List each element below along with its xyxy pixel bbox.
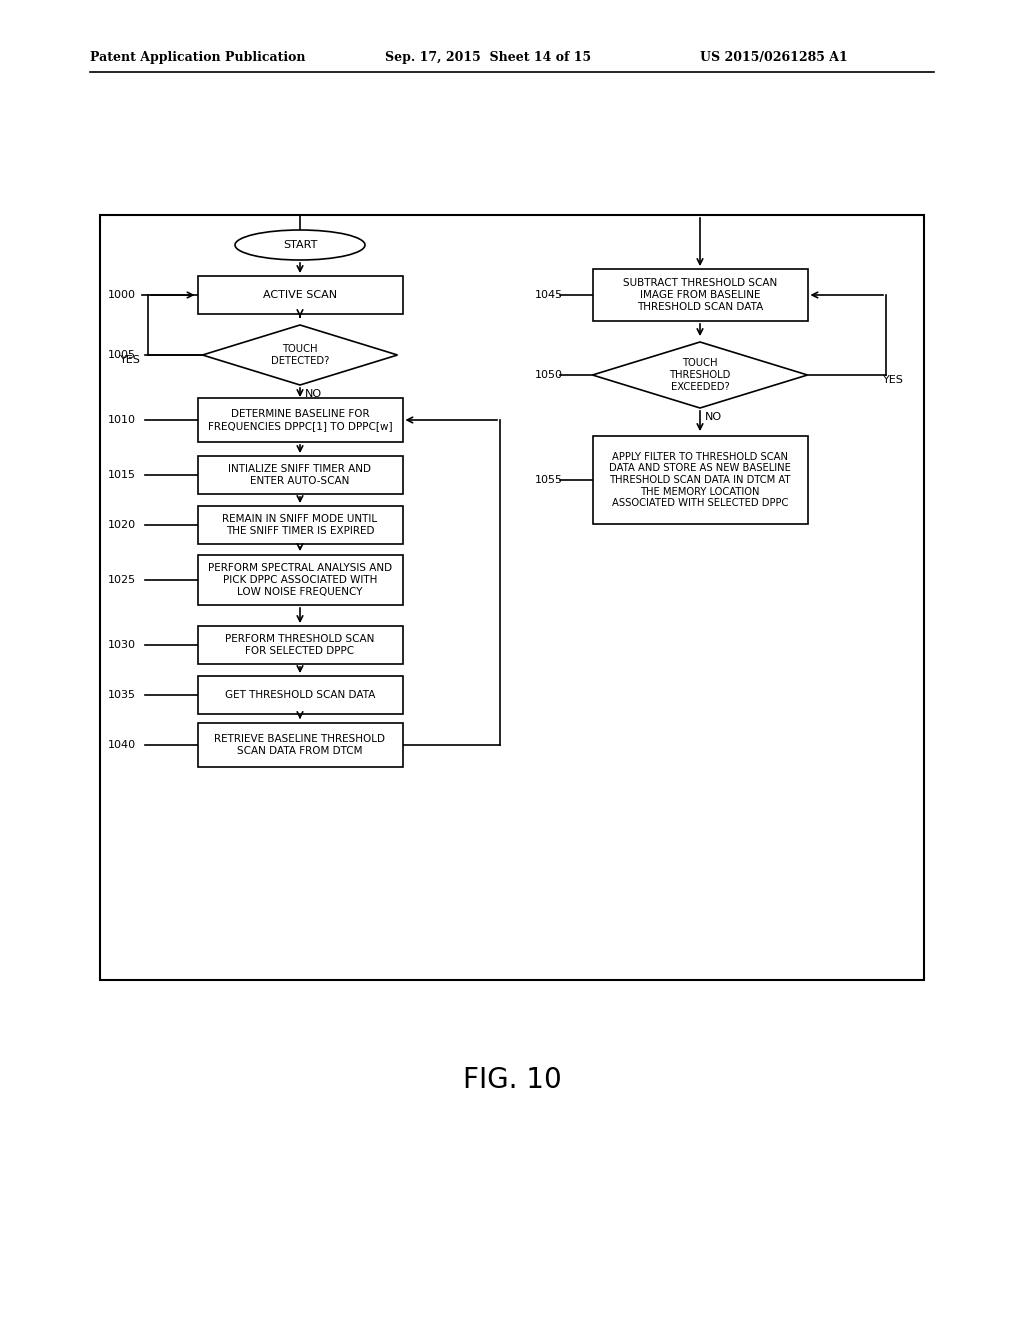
Text: APPLY FILTER TO THRESHOLD SCAN
DATA AND STORE AS NEW BASELINE
THRESHOLD SCAN DAT: APPLY FILTER TO THRESHOLD SCAN DATA AND … (609, 451, 791, 508)
Text: YES: YES (120, 355, 140, 366)
Text: SUBTRACT THRESHOLD SCAN
IMAGE FROM BASELINE
THRESHOLD SCAN DATA: SUBTRACT THRESHOLD SCAN IMAGE FROM BASEL… (623, 279, 777, 312)
Text: REMAIN IN SNIFF MODE UNTIL
THE SNIFF TIMER IS EXPIRED: REMAIN IN SNIFF MODE UNTIL THE SNIFF TIM… (222, 515, 378, 536)
Text: RETRIEVE BASELINE THRESHOLD
SCAN DATA FROM DTCM: RETRIEVE BASELINE THRESHOLD SCAN DATA FR… (214, 734, 385, 756)
Text: 1050: 1050 (535, 370, 563, 380)
Text: PERFORM THRESHOLD SCAN
FOR SELECTED DPPC: PERFORM THRESHOLD SCAN FOR SELECTED DPPC (225, 634, 375, 656)
Text: PERFORM SPECTRAL ANALYSIS AND
PICK DPPC ASSOCIATED WITH
LOW NOISE FREQUENCY: PERFORM SPECTRAL ANALYSIS AND PICK DPPC … (208, 564, 392, 597)
Text: GET THRESHOLD SCAN DATA: GET THRESHOLD SCAN DATA (225, 690, 375, 700)
Bar (198, 455, 402, 494)
Text: TOUCH
THRESHOLD
EXCEEDED?: TOUCH THRESHOLD EXCEEDED? (670, 359, 731, 392)
Bar (198, 723, 402, 767)
Text: NO: NO (705, 412, 722, 422)
Text: INTIALIZE SNIFF TIMER AND
ENTER AUTO-SCAN: INTIALIZE SNIFF TIMER AND ENTER AUTO-SCA… (228, 465, 372, 486)
Ellipse shape (234, 230, 365, 260)
Text: 1040: 1040 (108, 741, 136, 750)
Bar (198, 676, 402, 714)
Bar (198, 506, 402, 544)
Text: Sep. 17, 2015  Sheet 14 of 15: Sep. 17, 2015 Sheet 14 of 15 (385, 51, 591, 65)
Polygon shape (593, 342, 808, 408)
Text: NO: NO (305, 389, 323, 399)
Bar (198, 399, 402, 442)
Text: 1005: 1005 (108, 350, 136, 360)
Text: TOUCH
DETECTED?: TOUCH DETECTED? (270, 345, 329, 366)
Bar (100, 215, 924, 979)
Text: 1055: 1055 (535, 475, 563, 484)
Text: 1015: 1015 (108, 470, 136, 480)
Text: US 2015/0261285 A1: US 2015/0261285 A1 (700, 51, 848, 65)
Text: 1045: 1045 (535, 290, 563, 300)
Text: START: START (283, 240, 317, 249)
Polygon shape (203, 325, 397, 385)
Text: ACTIVE SCAN: ACTIVE SCAN (263, 290, 337, 300)
Bar (198, 554, 402, 605)
Text: FIG. 10: FIG. 10 (463, 1067, 561, 1094)
Text: 1030: 1030 (108, 640, 136, 649)
Text: Patent Application Publication: Patent Application Publication (90, 51, 305, 65)
Bar (593, 269, 808, 321)
Text: YES: YES (883, 375, 904, 385)
Text: 1035: 1035 (108, 690, 136, 700)
Text: 1010: 1010 (108, 414, 136, 425)
Text: DETERMINE BASELINE FOR
FREQUENCIES DPPC[1] TO DPPC[w]: DETERMINE BASELINE FOR FREQUENCIES DPPC[… (208, 409, 392, 430)
Text: 1025: 1025 (108, 576, 136, 585)
Bar (198, 276, 402, 314)
Text: 1020: 1020 (108, 520, 136, 531)
Text: 1000: 1000 (108, 290, 136, 300)
Bar (593, 436, 808, 524)
Bar (198, 626, 402, 664)
